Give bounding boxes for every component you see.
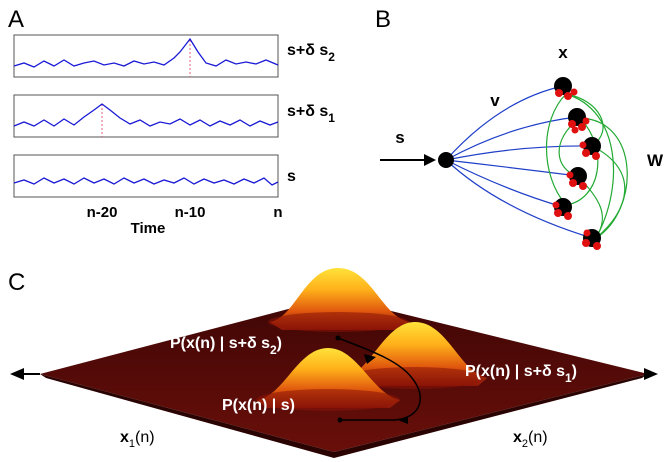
panel-b-letter: B	[375, 6, 391, 33]
axis-label-time: Time	[131, 220, 166, 237]
tick-n-20: n-20	[87, 204, 118, 221]
x2-axis-arrowhead	[644, 368, 658, 380]
w-label: W	[647, 151, 664, 170]
tick-n-10: n-10	[175, 204, 206, 221]
input-arrowhead	[424, 154, 436, 166]
tick-n: n	[273, 204, 282, 221]
trace-s1	[13, 103, 279, 127]
axis-label-x1: x1(n)	[120, 429, 155, 450]
input-label-s: s	[395, 128, 404, 147]
trace-s2	[13, 37, 279, 68]
peak-s1-base	[345, 367, 485, 389]
trajectory-arrowhead	[398, 416, 408, 424]
trajectory-point	[335, 335, 341, 341]
trace-box-s	[13, 154, 279, 198]
peak-s2-base	[268, 312, 408, 332]
label-dist-s2: P(x(n) | s+δ s2)	[170, 335, 282, 357]
synapse-dots	[552, 88, 601, 250]
trace-s	[13, 177, 279, 186]
panel-c-letter: C	[8, 269, 25, 296]
panel-b: B s v x W	[375, 6, 664, 250]
panel-a-letter: A	[8, 6, 24, 33]
x1-axis-arrowhead	[10, 368, 24, 380]
trajectory-point	[337, 417, 343, 423]
x-label: x	[558, 43, 568, 62]
trace-box-s2	[13, 34, 279, 78]
label-dist-s: P(x(n) | s)	[222, 397, 295, 414]
input-node	[438, 152, 454, 168]
trace-label-s1: s+δ s1	[287, 103, 335, 125]
label-dist-s1: P(x(n) | s+δ s1)	[465, 363, 577, 385]
state-trajectory	[337, 337, 422, 421]
panel-a: A s+δ s2 s+δ s1 s n-20 n-10 n Time	[8, 6, 335, 237]
v-label: v	[490, 91, 500, 110]
trace-label-s: s	[287, 168, 296, 185]
trace-box-s1	[13, 94, 279, 138]
peak-s-base	[256, 389, 400, 411]
panel-c: C P(x(n) | s+δ s2) P(x(n) | s+δ s1) P(x(…	[8, 268, 658, 458]
input-connections-v	[445, 85, 593, 239]
trajectory-arrowhead	[364, 354, 376, 364]
axis-label-x2: x2(n)	[513, 429, 548, 450]
trace-label-s2: s+δ s2	[287, 42, 335, 64]
